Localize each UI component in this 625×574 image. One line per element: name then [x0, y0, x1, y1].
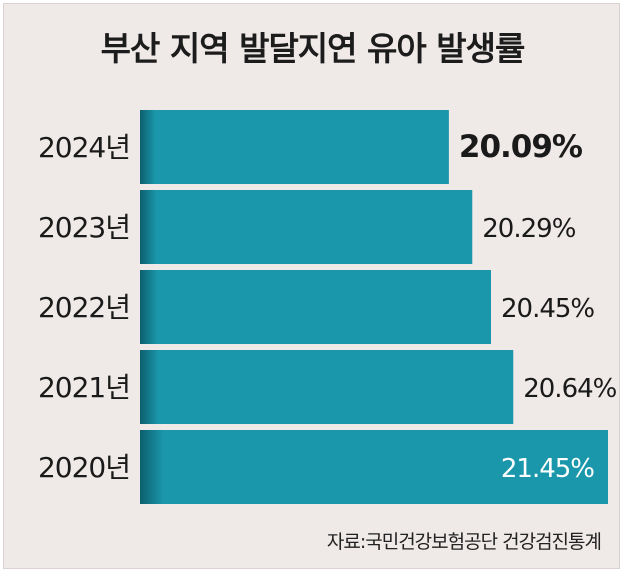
category-label: 2020년 [38, 451, 130, 484]
bar-chart: 2024년 20.09% 2023년 20.29% 2022년 20.45% 2021년 20… [38, 110, 618, 504]
value-label: 20.45% [501, 294, 594, 324]
value-label: 20.64% [523, 374, 616, 404]
bar [140, 270, 491, 344]
category-label: 2024년 [38, 131, 130, 164]
value-label: 21.45% [501, 454, 594, 484]
category-label: 2023년 [38, 211, 130, 244]
category-label: 2021년 [38, 371, 130, 404]
chart-card: 부산 지역 발달지연 유아 발생률 2024년 20.09% 2023년 20.29%… [3, 3, 620, 569]
value-label: 20.09% [459, 129, 583, 165]
bar [140, 350, 514, 424]
bar [140, 110, 449, 184]
bar [140, 190, 473, 264]
bar [140, 430, 608, 504]
chart-title: 부산 지역 발달지연 유아 발생률 [100, 29, 526, 68]
source-note: 자료:국민건강보험공단 건강검진통계 [326, 531, 602, 553]
category-label: 2022년 [38, 291, 130, 324]
value-label: 20.29% [482, 214, 575, 244]
